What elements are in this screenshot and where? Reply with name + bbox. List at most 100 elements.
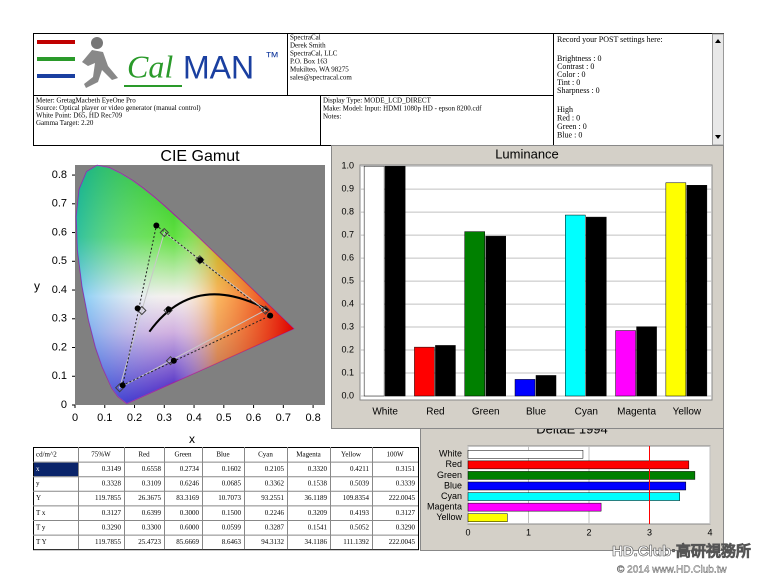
x-tick-label: Magenta [617, 407, 656, 418]
table-cell: 0.0599 [222, 523, 242, 531]
y-tick-label: 0.5 [341, 275, 354, 285]
table-cell: 8.6463 [222, 538, 242, 546]
x-tick-label: White [372, 407, 398, 418]
table-header: Blue [216, 450, 229, 458]
measured-point [267, 312, 274, 319]
bar [464, 231, 485, 397]
y-tick-label: 0.3 [341, 321, 354, 331]
table-cell: 0.6558 [142, 465, 162, 473]
post-line: Red : 0 [557, 113, 580, 122]
y-axis-label: y [34, 279, 40, 293]
table-cell: 93.2551 [261, 494, 284, 502]
x-tick-label: 0.8 [305, 412, 320, 424]
x-tick-label: 1 [526, 527, 531, 537]
x-tick-label: 0.2 [127, 412, 142, 424]
x-tick-label: 0 [465, 527, 470, 537]
company-line: SpectraCal, LLC [290, 50, 338, 58]
y-tick-label: Magenta [427, 502, 462, 512]
measured-point [165, 306, 172, 313]
scroll-down [715, 135, 721, 139]
table-cell: 0.1602 [222, 465, 242, 473]
table-header: Yellow [341, 450, 362, 458]
y-tick-label: 1.0 [341, 161, 354, 171]
meter-line: White Point: D65, HD Rec709 [36, 112, 123, 120]
x-tick-label: 0.3 [157, 412, 172, 424]
x-tick-label: 3 [647, 527, 652, 537]
table-cell: 0.1500 [222, 509, 242, 517]
data-table: cd/m^2 75%W Red Green Blue Cyan Magenta Yellow 1… [33, 447, 419, 551]
bar [414, 346, 435, 397]
measured-point [119, 382, 126, 389]
x-tick-label: 0.7 [276, 412, 291, 424]
meter-line: Meter: GretagMacbeth EyeOne Pro [36, 97, 136, 105]
y-tick-label: 0 [61, 399, 67, 411]
table-frame [33, 447, 419, 551]
bar [535, 375, 557, 397]
watermark-brand: HD.Club‧高研視務所 [612, 542, 751, 560]
post-line: Tint : 0 [557, 78, 580, 87]
display-line: Make: Model: Input: HDMI 1080p HD - epso… [323, 105, 482, 113]
table-header: Red [138, 450, 150, 458]
table-cell: 0.3000 [180, 509, 200, 517]
y-tick-label: 0.4 [52, 284, 67, 296]
scroll-up [715, 39, 721, 43]
table-cell: 0.3300 [142, 523, 162, 531]
table-cell: 0.3290 [396, 523, 416, 531]
y-tick-label: 0.9 [341, 184, 354, 194]
bar [615, 330, 636, 397]
bar [467, 502, 602, 512]
x-axis-label: x [189, 432, 195, 446]
x-tick-label: 0.1 [97, 412, 112, 424]
spectral-tint [76, 165, 294, 404]
table-cell: 0.6000 [180, 523, 200, 531]
y-tick-label: 0.4 [341, 298, 354, 308]
x-tick-label: 0.5 [216, 412, 231, 424]
row-label: Y [36, 494, 41, 502]
table-cell: 83.3169 [176, 494, 199, 502]
logo: Cal MAN ™ [37, 37, 279, 88]
y-tick-label: 0.6 [341, 252, 354, 262]
row-label: T y [36, 523, 46, 531]
table-header: Green [174, 450, 192, 458]
plot-area [359, 164, 713, 401]
row-label: T Y [36, 538, 47, 546]
x-tick-label: 0.6 [246, 412, 261, 424]
x-tick-label: Blue [526, 407, 546, 418]
table-cell: 0.3127 [396, 509, 416, 517]
table-cell: 0.3109 [142, 480, 162, 488]
bar [686, 185, 708, 397]
y-tick-label: 0.5 [52, 255, 67, 267]
table-cell: 85.6669 [176, 538, 199, 546]
company-line: SpectraCal [290, 34, 321, 42]
cie-chart: CIE Gamut 0 0.1 0.2 0.3 0.4 0.5 0.6 0.7 0.8 0 0.1 0.… [34, 148, 325, 446]
table-cell: 0.3149 [102, 465, 122, 473]
table-cell: 0.3320 [308, 465, 328, 473]
selected-cell [34, 462, 78, 477]
logo-man: MAN [183, 49, 254, 85]
table-header: Cyan [258, 450, 273, 458]
y-tick-label: Red [445, 459, 462, 469]
table-cell: 25.4723 [138, 538, 161, 546]
y-tick-label: 0.1 [52, 370, 67, 382]
y-tick-label: Green [437, 470, 462, 480]
x-tick-label: 0.4 [186, 412, 201, 424]
table-cell: 0.3339 [396, 480, 416, 488]
table-header: 75%W [91, 450, 111, 458]
table-cell: 0.3287 [265, 523, 285, 531]
y-tick-label: 0.8 [52, 169, 67, 181]
y-tick-label: Yellow [436, 512, 462, 522]
table-cell: 119.7855 [95, 538, 121, 546]
table-cell: 0.0685 [222, 480, 242, 488]
meter-line: Source: Optical player or video generato… [36, 104, 201, 112]
table-header: Magenta [296, 450, 321, 458]
bar [485, 235, 506, 397]
planckian-locus [148, 293, 269, 333]
bar [363, 165, 385, 397]
x-tick-label: Red [426, 407, 444, 418]
y-tick-label: 0.2 [52, 341, 67, 353]
table-cell: 0.2734 [180, 465, 200, 473]
y-tick-label: 0.3 [52, 313, 67, 325]
post-line: High [557, 105, 573, 114]
